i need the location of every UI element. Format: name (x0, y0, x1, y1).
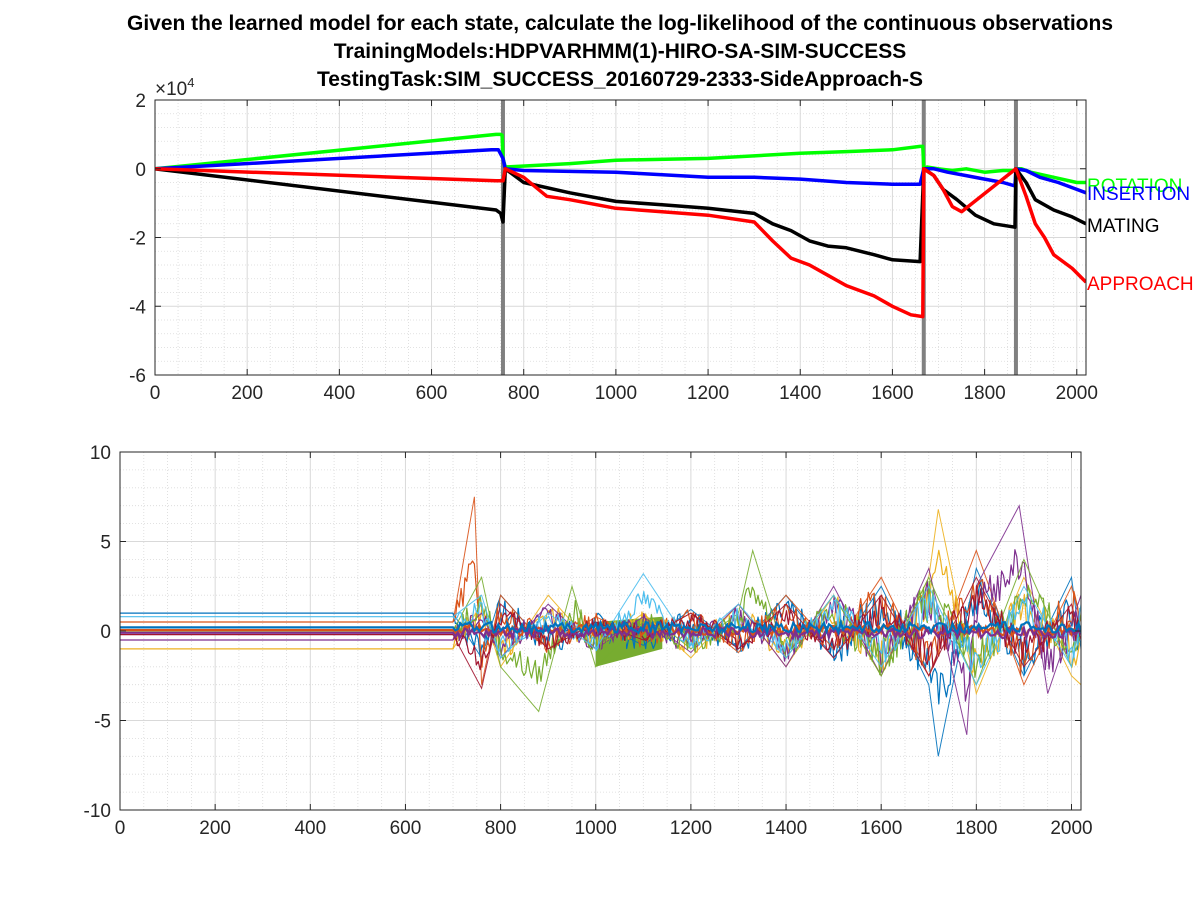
x-tick-label: 1000 (595, 383, 637, 404)
figure-title-line-3: TestingTask:SIM_SUCCESS_20160729-2333-Si… (317, 68, 923, 91)
observation-series-line (120, 585, 1081, 671)
observations-plot: 0 200 400 600 800 1000 1200 1400 1600 1800 2000 -10… (84, 443, 1093, 839)
y-tick-label: 0 (100, 622, 111, 643)
observation-series-group (120, 496, 1081, 757)
y-tick-label: -4 (129, 297, 146, 318)
x-tick-label: 0 (150, 383, 161, 404)
series-label-rotation: ROTATION (1087, 176, 1182, 197)
x-tick-label: 800 (485, 818, 517, 839)
axes-box (119, 451, 1082, 811)
observation-bundle-line (120, 618, 1081, 637)
x-tick-label: 2000 (1050, 818, 1092, 839)
x-tick-label: 400 (294, 818, 326, 839)
x-tick-label: 1800 (963, 383, 1005, 404)
x-tick-label: 1400 (765, 818, 807, 839)
x-tick-label: 1600 (871, 383, 913, 404)
x-tick-label: 2000 (1056, 383, 1098, 404)
x-tick-label: 200 (199, 818, 231, 839)
y-tick-label: 5 (100, 533, 111, 554)
x-tick-label: 1000 (575, 818, 617, 839)
x-tick-label: 200 (231, 383, 263, 404)
observation-bundle-line (120, 624, 1081, 643)
y-tick-label: -2 (129, 229, 146, 250)
x-tick-label: 800 (508, 383, 540, 404)
figure-title-line-2: TrainingModels:HDPVARHMM(1)-HIRO-SA-SIM-… (334, 40, 906, 63)
y-tick-label: 2 (135, 91, 146, 112)
observation-series-spikes (452, 504, 1081, 735)
x-tick-label: 1200 (670, 818, 712, 839)
series-line-approach (155, 167, 1086, 319)
series-label-mating: MATING (1087, 216, 1159, 237)
loglikelihood-plot: 0 200 400 600 800 1000 1200 1400 1600 1800 2000 -6 -… (129, 75, 1194, 404)
loglik-series-group (155, 100, 1086, 375)
series-label-insertion: INSERTION (1087, 184, 1190, 205)
x-tick-label: 0 (115, 818, 126, 839)
x-tick-label: 1200 (687, 383, 729, 404)
x-tick-label: 600 (416, 383, 448, 404)
axes-box (154, 99, 1087, 376)
y-tick-label: -5 (94, 712, 111, 733)
series-label-approach: APPROACH (1087, 274, 1194, 295)
y-tick-label: 0 (135, 160, 146, 181)
y-tick-label: 10 (90, 443, 111, 464)
figure-title-line-1: Given the learned model for each state, … (127, 12, 1113, 35)
x-tick-label: 1800 (955, 818, 997, 839)
y-exponent-label: ×104 (155, 75, 194, 100)
x-tick-label: 1400 (779, 383, 821, 404)
x-tick-label: 1600 (860, 818, 902, 839)
x-tick-label: 400 (324, 383, 356, 404)
y-tick-label: -6 (129, 366, 146, 387)
x-tick-label: 600 (390, 818, 422, 839)
y-tick-label: -10 (84, 801, 111, 822)
